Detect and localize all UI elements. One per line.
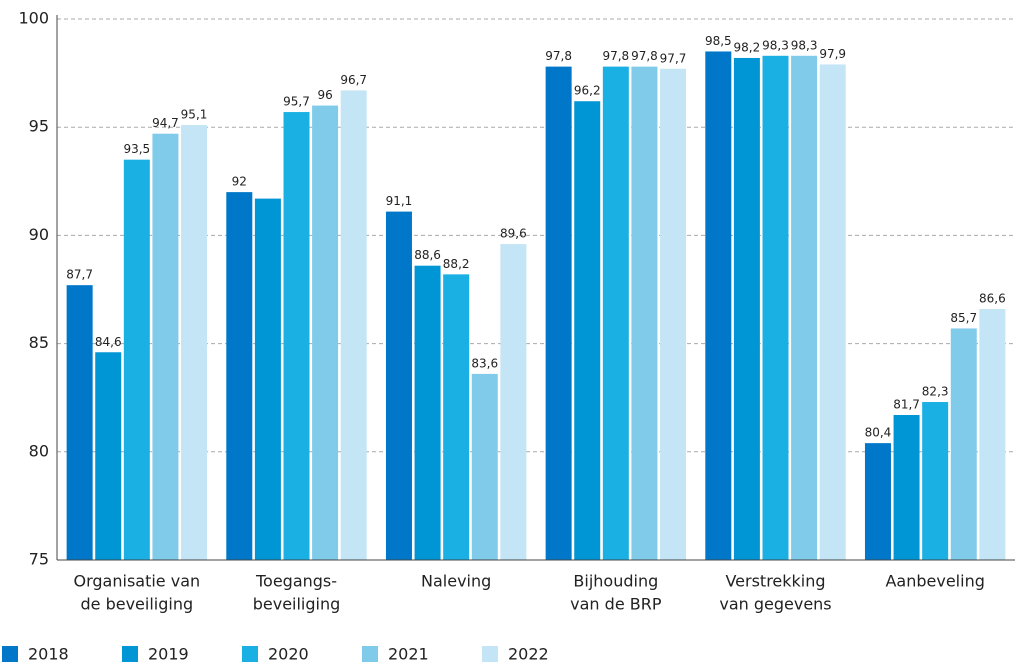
- bar: [414, 265, 441, 560]
- bar: [312, 105, 339, 560]
- value-label: 81,7: [893, 398, 920, 412]
- value-label: 96,2: [574, 84, 601, 98]
- y-tick-label: 100: [18, 9, 49, 28]
- value-label: 86,6: [979, 291, 1006, 305]
- x-tick-label: van de BRP: [570, 595, 662, 614]
- x-tick-label: Naleving: [421, 572, 491, 591]
- bar: [950, 328, 977, 560]
- value-label: 97,8: [602, 49, 629, 63]
- legend-swatch: [122, 646, 138, 662]
- legend-label: 2018: [28, 645, 69, 664]
- legend-label: 2020: [268, 645, 309, 664]
- bar: [631, 66, 658, 560]
- value-label: 97,9: [819, 47, 846, 61]
- y-tick-label: 75: [29, 550, 49, 569]
- bar: [705, 51, 732, 561]
- legend-swatch: [2, 646, 18, 662]
- value-label: 96: [317, 88, 332, 102]
- value-label: 95,1: [181, 108, 208, 122]
- x-tick-label: Organisatie van: [74, 572, 201, 591]
- value-label: 98,3: [762, 38, 789, 52]
- value-label: 95,7: [283, 95, 310, 109]
- bar: [864, 443, 891, 560]
- y-tick-label: 80: [29, 441, 49, 460]
- bar: [922, 402, 949, 560]
- y-tick-label: 95: [29, 117, 49, 136]
- x-tick-label: beveiliging: [253, 595, 341, 614]
- x-tick-label: Bijhouding: [573, 572, 658, 591]
- value-label: 97,8: [545, 49, 572, 63]
- value-label: 83,6: [471, 356, 498, 370]
- bar: [762, 55, 789, 561]
- bar: [340, 90, 367, 561]
- bar: [254, 198, 281, 560]
- value-label: 97,8: [631, 49, 658, 63]
- bar: [602, 66, 629, 560]
- bar: [545, 66, 572, 560]
- value-label: 88,2: [443, 257, 470, 271]
- value-label: 96,7: [340, 73, 367, 87]
- value-label: 82,3: [922, 385, 949, 399]
- bar: [893, 415, 920, 560]
- y-tick-label: 90: [29, 225, 49, 244]
- y-tick-label: 85: [29, 333, 49, 352]
- legend-label: 2019: [148, 645, 189, 664]
- value-label: 88,6: [414, 248, 441, 262]
- bar: [181, 125, 208, 560]
- value-label: 98,2: [734, 40, 761, 54]
- bar: [95, 352, 122, 560]
- bar: [123, 159, 150, 560]
- value-label: 93,5: [123, 142, 150, 156]
- legend-swatch: [242, 646, 258, 662]
- value-label: 91,1: [386, 194, 413, 208]
- bar: [819, 64, 846, 560]
- legend-label: 2021: [388, 645, 429, 664]
- bar: [979, 308, 1006, 560]
- bar: [385, 211, 412, 560]
- value-label: 98,5: [705, 34, 732, 48]
- bar: [152, 133, 179, 560]
- x-tick-label: de beveiliging: [81, 595, 194, 614]
- value-label: 87,7: [66, 268, 93, 282]
- bar: [791, 55, 818, 561]
- value-label: 84,6: [95, 335, 122, 349]
- x-tick-label: van gegevens: [719, 595, 831, 614]
- value-label: 97,7: [660, 51, 687, 65]
- value-label: 94,7: [152, 116, 179, 130]
- bar: [500, 244, 527, 560]
- value-label: 89,6: [500, 227, 527, 241]
- bar: [574, 101, 601, 561]
- x-tick-label: Verstrekking: [725, 572, 825, 591]
- value-label: 85,7: [950, 311, 977, 325]
- value-label: 92: [232, 175, 247, 189]
- bar: [283, 112, 310, 560]
- bar: [226, 192, 253, 560]
- bar: [66, 285, 93, 560]
- legend-swatch: [362, 646, 378, 662]
- value-label: 98,3: [791, 38, 818, 52]
- legend-label: 2022: [508, 645, 549, 664]
- bar: [660, 68, 687, 560]
- x-tick-label: Toegangs-: [255, 572, 337, 591]
- value-label: 80,4: [865, 426, 892, 440]
- x-tick-label: Aanbeveling: [885, 572, 984, 591]
- bar: [443, 274, 470, 560]
- legend-swatch: [482, 646, 498, 662]
- bar: [733, 57, 760, 561]
- bar: [471, 373, 498, 560]
